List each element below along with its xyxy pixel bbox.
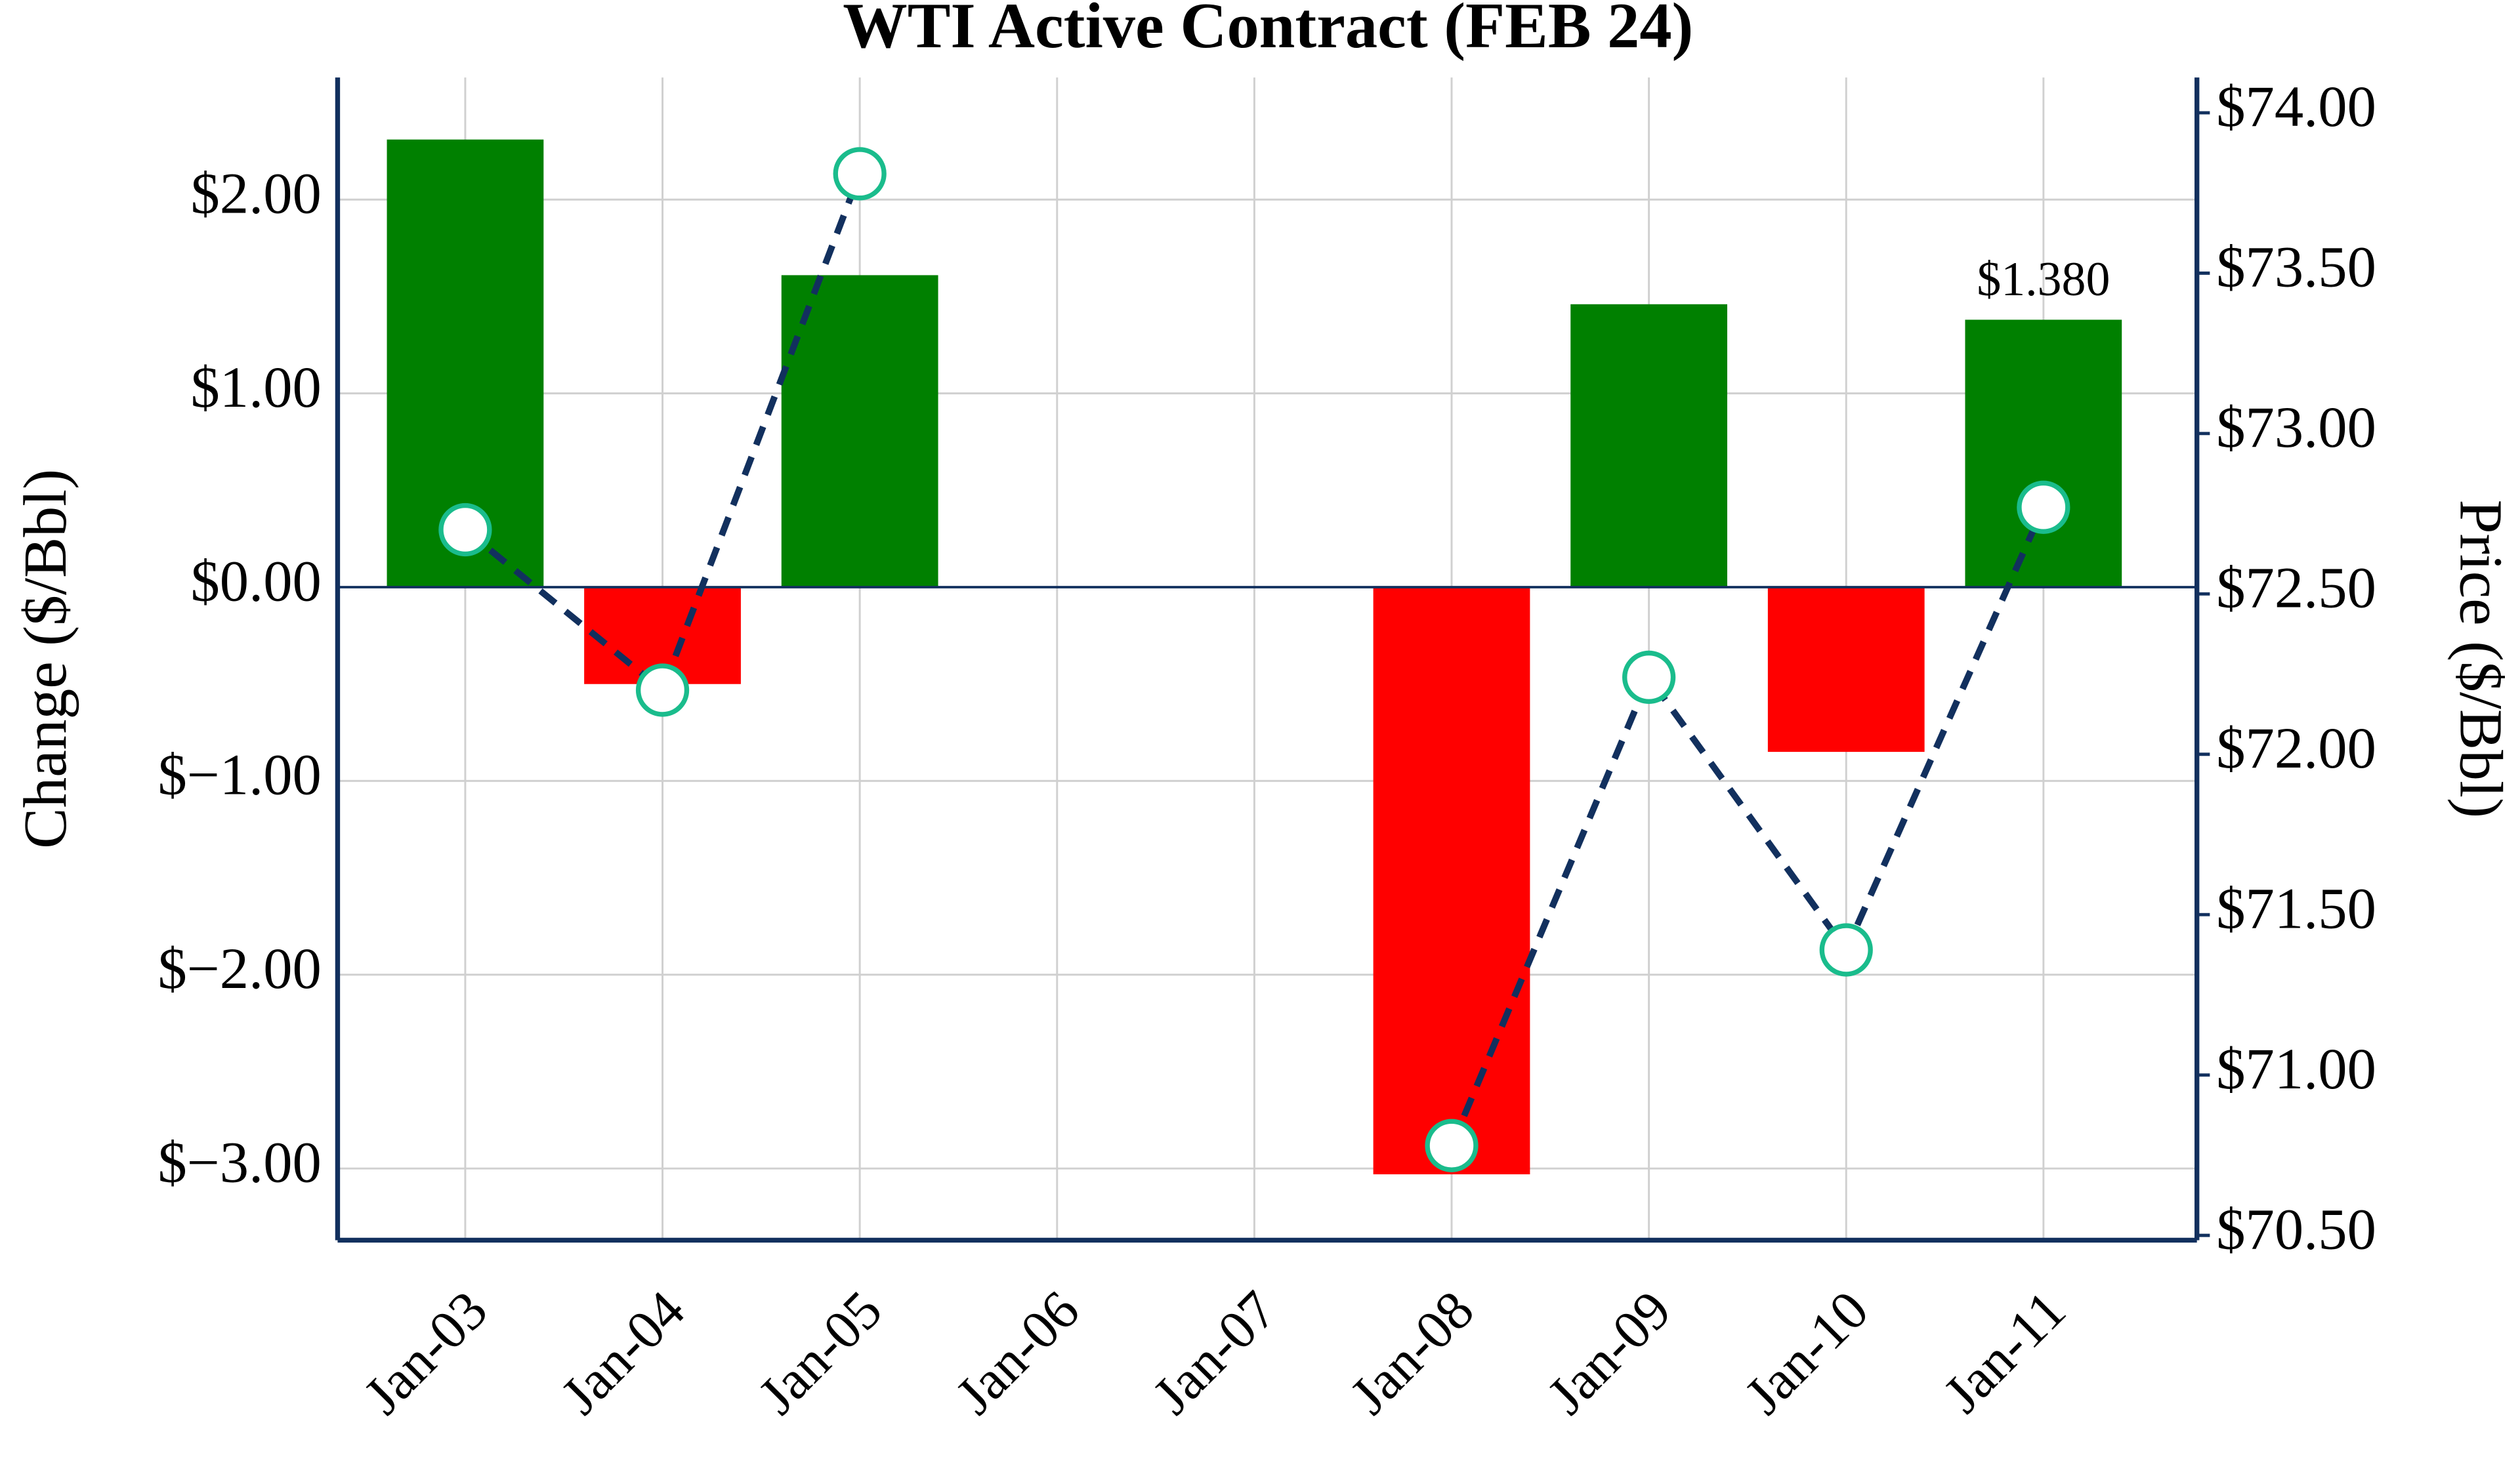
x-tick-label: Jan-11 xyxy=(1932,1279,2077,1424)
y-tick-label: $0.00 xyxy=(190,549,321,613)
x-tick-label: Jan-04 xyxy=(550,1279,697,1426)
x-tick-label: Jan-06 xyxy=(944,1279,1091,1426)
x-tick-label: Jan-10 xyxy=(1733,1279,1880,1426)
bar xyxy=(1570,304,1727,588)
y2-tick-label: $74.00 xyxy=(2216,75,2376,139)
y-tick-label: $2.00 xyxy=(190,162,321,226)
data-label: $1.380 xyxy=(1977,252,2110,306)
y-tick-label: $−1.00 xyxy=(158,743,322,808)
bar xyxy=(1767,587,1925,752)
chart-title: WTI Active Contract (FEB 24) xyxy=(843,0,1693,62)
price-marker xyxy=(833,147,887,201)
x-tick-label: Jan-09 xyxy=(1536,1279,1683,1426)
x-tick-label: Jan-08 xyxy=(1339,1279,1486,1426)
x-tick-label: Jan-07 xyxy=(1141,1279,1288,1426)
y-tick-label: $−2.00 xyxy=(158,937,322,1001)
price-marker xyxy=(1819,923,1873,977)
x-tick-label: Jan-03 xyxy=(352,1279,499,1426)
y2-tick-label: $73.50 xyxy=(2216,236,2376,300)
price-line xyxy=(463,173,2047,1147)
y-tick-label: $1.00 xyxy=(190,356,321,420)
y2-tick-label: $72.50 xyxy=(2216,556,2376,621)
y-tick-label: $−3.00 xyxy=(158,1130,322,1195)
y2-tick-label: $70.50 xyxy=(2216,1197,2376,1262)
price-marker xyxy=(1425,1119,1479,1172)
y2-axis-label: Price ($/Bbl) xyxy=(2447,499,2515,818)
y2-tick-label: $71.50 xyxy=(2216,877,2376,941)
bar xyxy=(1373,587,1530,1175)
y-axis-label: Change ($/Bbl) xyxy=(12,469,79,849)
price-marker xyxy=(438,503,492,557)
y2-tick-label: $71.00 xyxy=(2216,1037,2376,1101)
y2-tick-label: $73.00 xyxy=(2216,396,2376,460)
bar xyxy=(781,275,938,588)
price-marker xyxy=(635,663,690,717)
price-marker xyxy=(2017,480,2070,534)
y2-tick-label: $72.00 xyxy=(2216,716,2376,781)
price-marker xyxy=(1622,650,1676,705)
bar xyxy=(1965,319,2122,588)
x-tick-label: Jan-05 xyxy=(747,1279,894,1426)
